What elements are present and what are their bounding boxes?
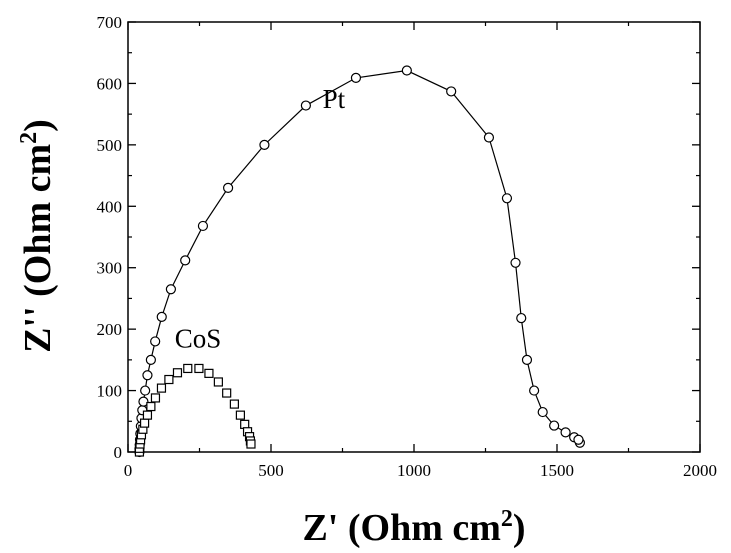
x-tick-label: 0 [124,461,133,480]
data-point-cos [204,368,214,378]
data-point-pt [145,354,156,365]
data-point-cos [142,410,153,420]
y-axis-title-main: Z'' (Ohm cm [17,144,59,353]
series-pt [134,65,585,458]
x-tick-label: 500 [258,461,284,480]
data-point-cos [172,368,183,378]
y-tick-label: 600 [97,74,123,93]
data-point-cos [222,388,232,398]
data-point-pt [516,312,527,324]
data-point-cos [213,377,223,387]
y-axis-title: Z'' (Ohm cm2) [16,119,59,353]
x-axis-title-sup: 2 [501,506,513,532]
data-point-pt [300,100,311,111]
data-point-cos [164,374,174,385]
annotations: Pt CoS [175,84,346,354]
y-tick-label: 0 [114,443,123,462]
data-point-cos [146,401,156,412]
data-point-pt [501,193,513,204]
series-cos [134,363,256,457]
tick-labels: 0 500 1000 1500 2000 0 100 200 300 400 500 600 700 [97,13,718,480]
y-axis-title-sup: 2 [16,132,42,144]
data-point-pt [138,396,149,407]
y-tick-label: 700 [97,13,123,32]
data-point-pt [401,65,412,76]
data-point-pt [537,406,548,418]
data-point-pt [510,257,521,268]
data-point-cos [150,393,161,403]
data-point-pt [521,354,533,365]
data-point-pt [140,385,151,396]
data-point-pt [529,385,540,396]
y-tick-label: 500 [97,136,123,155]
plot-frame [127,21,701,453]
data-point-pt [197,220,209,232]
annotation-cos: CoS [175,324,222,354]
y-tick-label: 400 [97,197,123,216]
y-axis-title-end: ) [17,119,59,132]
data-point-cos [229,399,239,409]
x-axis-title-main: Z' (Ohm cm [302,507,500,549]
data-point-cos [139,418,150,428]
y-tick-label: 100 [97,382,123,401]
series-layer [134,65,585,458]
data-point-pt [446,86,457,97]
data-point-pt [560,427,571,438]
data-point-pt [350,72,362,84]
x-axis-title: Z' (Ohm cm2) [302,506,525,549]
y-tick-label: 200 [97,320,123,339]
x-tick-label: 2000 [683,461,717,480]
data-point-pt [223,182,234,193]
data-point-pt [549,420,560,431]
data-point-pt [259,139,270,150]
data-point-pt [573,434,584,445]
y-tick-label: 300 [97,259,123,278]
annotation-pt: Pt [323,84,346,114]
data-point-cos [183,363,193,374]
plot-area-border [127,21,701,453]
data-point-pt [165,284,176,295]
data-point-pt [150,336,161,347]
data-point-pt [180,255,191,266]
axis-ticks [127,21,701,453]
x-tick-label: 1000 [397,461,431,480]
data-point-pt [156,311,167,322]
data-point-cos [246,439,256,449]
data-point-cos [156,383,167,393]
x-tick-label: 1500 [540,461,574,480]
data-point-pt [483,132,495,143]
data-point-cos [235,410,245,420]
x-axis-title-end: ) [513,507,526,549]
data-point-cos [194,363,204,374]
data-point-pt [142,370,153,381]
